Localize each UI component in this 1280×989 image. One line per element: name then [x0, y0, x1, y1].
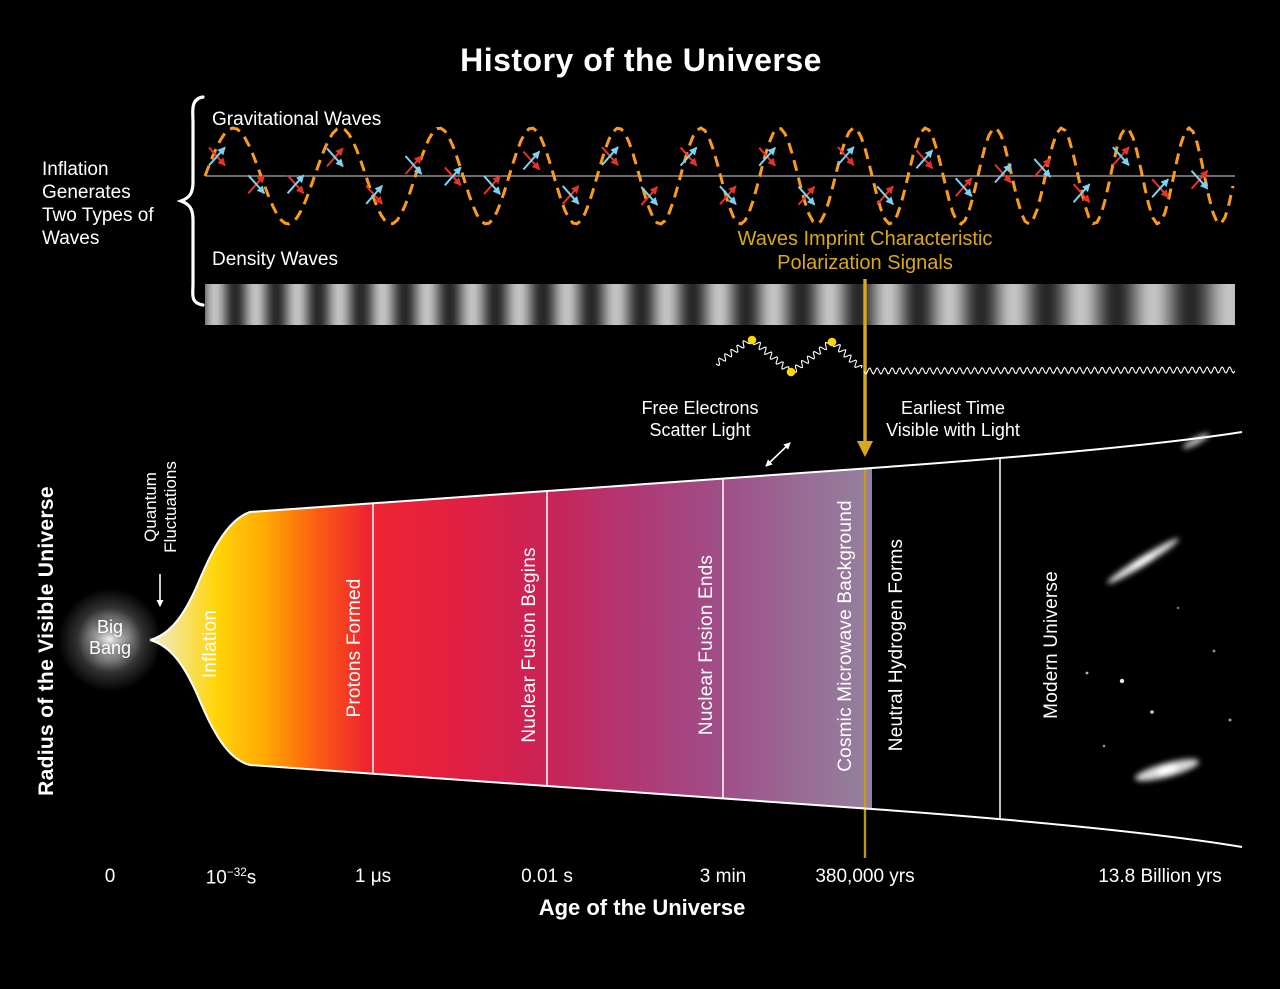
- epoch-label-cosmic-microwave-background: Cosmic Microwave Background: [835, 500, 856, 772]
- polarization-note: Waves Imprint Characteristic Polarizatio…: [738, 227, 993, 275]
- epoch-label-modern-universe: Modern Universe: [1041, 571, 1062, 719]
- y-axis-label: Radius of the Visible Universe: [35, 486, 58, 796]
- epoch-boundary-lines: [372, 459, 1001, 818]
- earliest-time-note: Earliest Time Visible with Light: [886, 397, 1020, 441]
- quantum-line: Quantum: [141, 472, 160, 542]
- inflation-note-line: Generates: [42, 182, 131, 203]
- x-axis-title: Age of the Universe: [538, 895, 746, 920]
- inflation-note-line: Waves: [42, 228, 100, 249]
- universe-cone-fill: [150, 468, 872, 809]
- big-bang-line: Big: [96, 617, 124, 637]
- epoch-label-inflation: Inflation: [200, 609, 221, 679]
- big-bang-label: Big Bang: [89, 617, 131, 659]
- x-axis-tick-2: 1 μs: [354, 866, 392, 887]
- polarization-note-line: Polarization Signals: [777, 252, 953, 274]
- x-axis-tick-4: 3 min: [699, 866, 747, 887]
- free-electrons-line: Scatter Light: [649, 420, 751, 440]
- brace-icon: [176, 95, 205, 307]
- earliest-time-line: Earliest Time: [900, 398, 1006, 418]
- inflation-note-line: Inflation: [42, 159, 109, 180]
- scatter-double-arrow-icon: [765, 442, 791, 467]
- x-axis-tick-0: 0: [104, 866, 116, 887]
- quantum-fluctuations-label: Quantum Fluctuations: [141, 461, 181, 553]
- free-electrons-note: Free Electrons Scatter Light: [641, 397, 758, 441]
- electron-dots: [747, 335, 837, 377]
- x-axis-tick-6: 13.8 Billion yrs: [1098, 866, 1222, 887]
- gravitational-waves-label: Gravitational Waves: [212, 109, 382, 130]
- density-waves-label: Density Waves: [212, 249, 338, 270]
- big-bang-line: Bang: [88, 638, 132, 658]
- cone-outline-top: [149, 431, 1243, 641]
- photon-path: [715, 337, 1236, 375]
- epoch-label-nuclear-fusion-ends: Nuclear Fusion Ends: [696, 554, 717, 736]
- x-axis-tick-3: 0.01 s: [521, 866, 573, 887]
- quantum-line: Fluctuations: [161, 461, 180, 553]
- gravitational-wave-curve: [203, 125, 1235, 226]
- density-wave-bar: [205, 284, 1235, 325]
- epoch-label-neutral-hydrogen-forms: Neutral Hydrogen Forms: [886, 538, 907, 752]
- x-axis-tick-5: 380,000 yrs: [815, 866, 915, 887]
- cone-outline-bottom: [149, 639, 1243, 848]
- epoch-label-protons-formed: Protons Formed: [344, 578, 365, 718]
- epoch-label-nuclear-fusion-begins: Nuclear Fusion Begins: [519, 547, 540, 743]
- inflation-note: Inflation Generates Two Types of Waves: [42, 158, 154, 250]
- page-title: History of the Universe: [460, 42, 822, 78]
- earliest-time-line: Visible with Light: [886, 420, 1020, 440]
- x-axis-tick-1: 10−32s: [205, 866, 257, 889]
- free-electrons-line: Free Electrons: [641, 398, 759, 418]
- polarization-arrows: [208, 146, 1209, 206]
- polarization-note-line: Waves Imprint Characteristic: [737, 228, 993, 250]
- big-bang-glow: [58, 588, 162, 692]
- inflation-note-line: Two Types of: [42, 205, 154, 226]
- galaxies: [1085, 433, 1232, 781]
